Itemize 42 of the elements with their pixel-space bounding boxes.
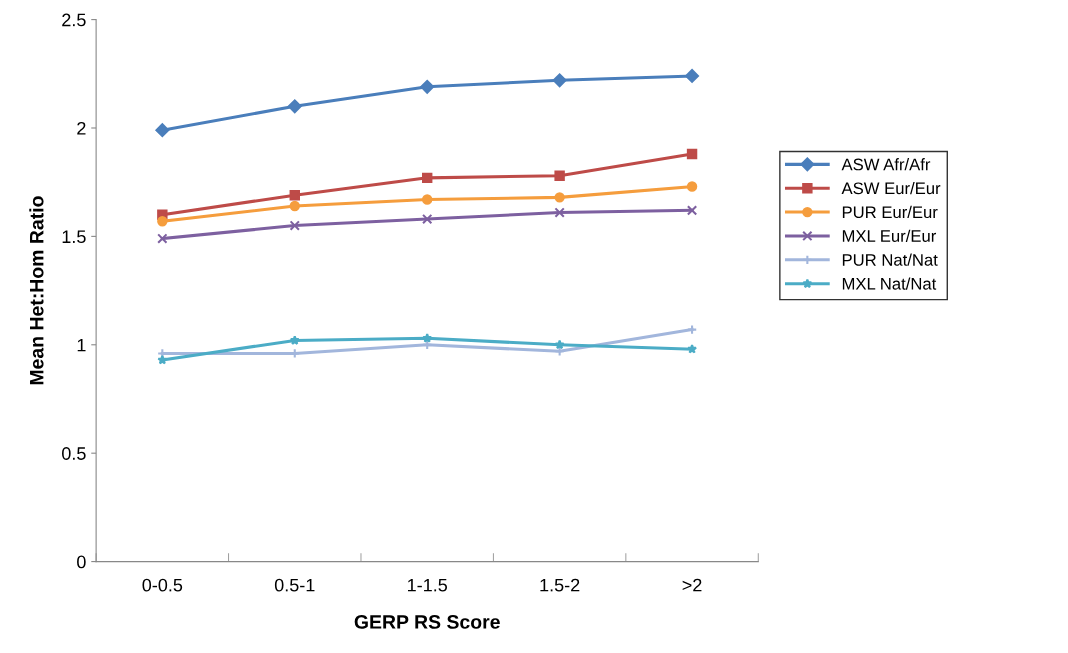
point xyxy=(554,192,565,203)
x-axis-title: GERP RS Score xyxy=(354,615,500,629)
legend-label: PUR Nat/Nat xyxy=(842,253,938,266)
point xyxy=(289,189,300,201)
legend-label: ASW Eur/Eur xyxy=(841,181,941,195)
point xyxy=(157,233,168,244)
point xyxy=(421,213,433,225)
point xyxy=(289,220,300,231)
x-tick-label: 0-0.5 xyxy=(142,578,183,592)
point xyxy=(552,73,567,88)
legend-label: MXL Nat/Nat xyxy=(842,277,937,290)
point xyxy=(554,170,565,181)
point xyxy=(686,148,698,160)
y-axis-title: Mean Het:Hom Ratio xyxy=(29,196,44,385)
y-tick-label: 0 xyxy=(77,555,86,569)
point xyxy=(422,333,433,343)
y-tick-label: 2.5 xyxy=(62,13,86,27)
point xyxy=(421,194,433,205)
legend-label: MXL Eur/Eur xyxy=(842,229,937,242)
y-tick-label: 1 xyxy=(77,338,86,352)
legend-label: ASW Afr/Afr xyxy=(841,158,931,171)
point xyxy=(157,216,168,227)
point xyxy=(686,181,698,192)
point xyxy=(155,123,170,138)
point xyxy=(421,172,433,184)
y-tick-label: 0.5 xyxy=(62,447,86,460)
point xyxy=(554,339,565,350)
point xyxy=(289,335,300,345)
y-tick-label: 1.5 xyxy=(62,230,86,244)
point xyxy=(420,79,435,94)
x-tick-label: 0.5-1 xyxy=(274,578,315,592)
x-tick-label: >2 xyxy=(682,578,702,592)
x-tick-label: 1-1.5 xyxy=(408,578,448,592)
point xyxy=(157,354,168,365)
point xyxy=(685,69,699,83)
point xyxy=(686,205,698,216)
x-tick-label: 1.5-2 xyxy=(540,578,580,592)
point xyxy=(554,207,565,218)
point xyxy=(289,200,300,212)
point xyxy=(287,99,302,114)
legend-label: PUR Eur/Eur xyxy=(842,205,938,219)
y-tick-label: 2 xyxy=(77,121,86,135)
